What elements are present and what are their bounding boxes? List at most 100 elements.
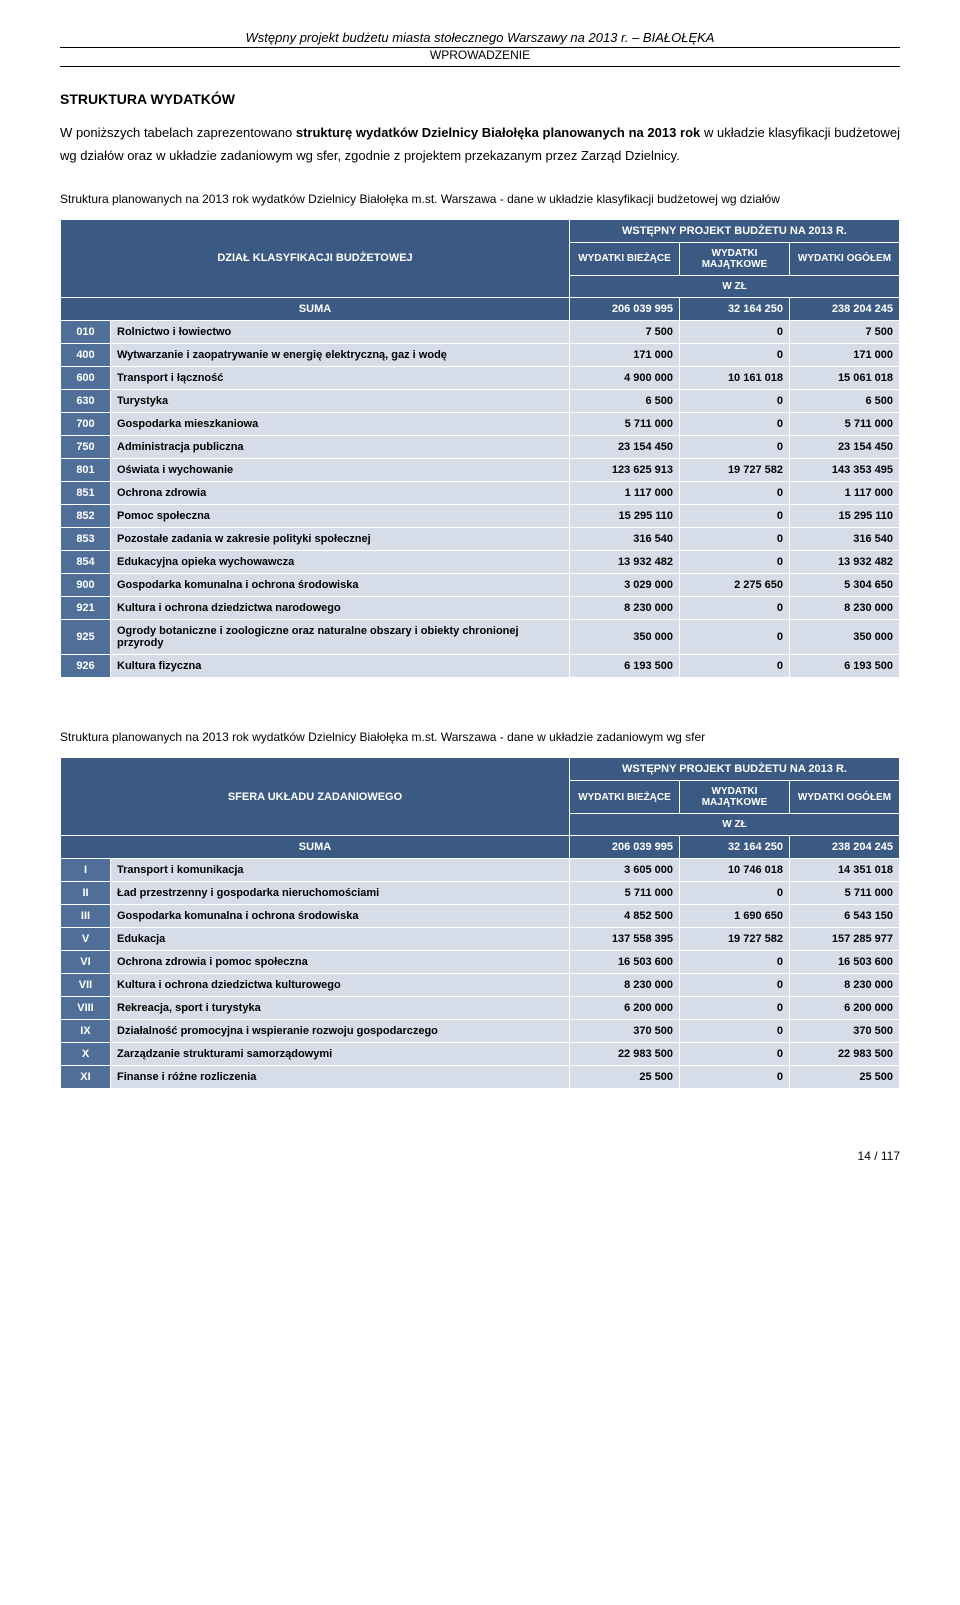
t1-value: 1 117 000: [570, 481, 680, 504]
t2-value: 22 983 500: [570, 1043, 680, 1066]
t2-value: 0: [680, 974, 790, 997]
table-row: VIOchrona zdrowia i pomoc społeczna16 50…: [61, 951, 900, 974]
t1-code: 852: [61, 504, 111, 527]
t1-value: 5 711 000: [790, 412, 900, 435]
t2-value: 0: [680, 997, 790, 1020]
t1-value: 0: [680, 654, 790, 677]
t1-value: 19 727 582: [680, 458, 790, 481]
t2-value: 137 558 395: [570, 928, 680, 951]
t1-top-header: WSTĘPNY PROJEKT BUDŻETU NA 2013 R.: [570, 219, 900, 242]
table-row: IIŁad przestrzenny i gospodarka nierucho…: [61, 882, 900, 905]
table-row: 010Rolnictwo i łowiectwo7 50007 500: [61, 320, 900, 343]
table-row: VIIKultura i ochrona dziedzictwa kulturo…: [61, 974, 900, 997]
t1-label: Pozostałe zadania w zakresie polityki sp…: [111, 527, 570, 550]
t1-value: 6 193 500: [570, 654, 680, 677]
t1-label: Edukacyjna opieka wychowawcza: [111, 550, 570, 573]
t1-value: 1 117 000: [790, 481, 900, 504]
t2-sum-0: 206 039 995: [570, 836, 680, 859]
t1-value: 6 193 500: [790, 654, 900, 677]
t1-value: 123 625 913: [570, 458, 680, 481]
t1-value: 0: [680, 389, 790, 412]
t1-value: 8 230 000: [570, 596, 680, 619]
t1-label: Ogrody botaniczne i zoologiczne oraz nat…: [111, 619, 570, 654]
t2-code: VII: [61, 974, 111, 997]
t1-unit: W ZŁ: [570, 275, 900, 297]
t2-value: 3 605 000: [570, 859, 680, 882]
table2-caption: Struktura planowanych na 2013 rok wydatk…: [60, 728, 900, 747]
t1-value: 0: [680, 412, 790, 435]
table-row: 853Pozostałe zadania w zakresie polityki…: [61, 527, 900, 550]
t1-code: 400: [61, 343, 111, 366]
table-row: 750Administracja publiczna23 154 450023 …: [61, 435, 900, 458]
t2-unit: W ZŁ: [570, 814, 900, 836]
t1-code: 630: [61, 389, 111, 412]
t1-label: Administracja publiczna: [111, 435, 570, 458]
t1-code: 921: [61, 596, 111, 619]
t1-value: 5 304 650: [790, 573, 900, 596]
t2-value: 8 230 000: [790, 974, 900, 997]
t1-value: 171 000: [790, 343, 900, 366]
t1-col2: WYDATKI MAJĄTKOWE: [680, 242, 790, 275]
page-number: 14 / 117: [60, 1149, 900, 1163]
t2-label: Edukacja: [111, 928, 570, 951]
t1-label: Wytwarzanie i zaopatrywanie w energię el…: [111, 343, 570, 366]
t1-label: Ochrona zdrowia: [111, 481, 570, 504]
t2-label: Ład przestrzenny i gospodarka nieruchomo…: [111, 882, 570, 905]
t2-label: Ochrona zdrowia i pomoc społeczna: [111, 951, 570, 974]
t1-sum-1: 32 164 250: [680, 297, 790, 320]
t1-label: Pomoc społeczna: [111, 504, 570, 527]
t1-value: 15 295 110: [790, 504, 900, 527]
t2-value: 0: [680, 1043, 790, 1066]
t1-value: 143 353 495: [790, 458, 900, 481]
table1-caption: Struktura planowanych na 2013 rok wydatk…: [60, 190, 900, 209]
t1-value: 6 500: [570, 389, 680, 412]
t1-value: 350 000: [790, 619, 900, 654]
t2-value: 4 852 500: [570, 905, 680, 928]
t1-value: 8 230 000: [790, 596, 900, 619]
t1-value: 0: [680, 435, 790, 458]
t2-value: 8 230 000: [570, 974, 680, 997]
t2-value: 6 200 000: [790, 997, 900, 1020]
t1-value: 7 500: [790, 320, 900, 343]
t1-label: Rolnictwo i łowiectwo: [111, 320, 570, 343]
t1-value: 23 154 450: [790, 435, 900, 458]
t1-label: Kultura fizyczna: [111, 654, 570, 677]
t1-code: 900: [61, 573, 111, 596]
t2-value: 16 503 600: [790, 951, 900, 974]
t2-label: Działalność promocyjna i wspieranie rozw…: [111, 1020, 570, 1043]
t1-value: 23 154 450: [570, 435, 680, 458]
table-row: 851Ochrona zdrowia1 117 00001 117 000: [61, 481, 900, 504]
t1-value: 7 500: [570, 320, 680, 343]
t2-label: Rekreacja, sport i turystyka: [111, 997, 570, 1020]
table-row: VIIIRekreacja, sport i turystyka6 200 00…: [61, 997, 900, 1020]
t1-value: 171 000: [570, 343, 680, 366]
t1-label: Oświata i wychowanie: [111, 458, 570, 481]
t2-code: V: [61, 928, 111, 951]
t2-value: 22 983 500: [790, 1043, 900, 1066]
t2-value: 25 500: [570, 1066, 680, 1089]
table-row: 600Transport i łączność4 900 00010 161 0…: [61, 366, 900, 389]
t1-value: 10 161 018: [680, 366, 790, 389]
t1-value: 0: [680, 481, 790, 504]
t1-sum-label: SUMA: [61, 297, 570, 320]
t1-value: 0: [680, 550, 790, 573]
t2-code: X: [61, 1043, 111, 1066]
t2-col2: WYDATKI MAJĄTKOWE: [680, 781, 790, 814]
t1-code: 925: [61, 619, 111, 654]
t2-value: 0: [680, 1020, 790, 1043]
table-row: IXDziałalność promocyjna i wspieranie ro…: [61, 1020, 900, 1043]
t2-value: 14 351 018: [790, 859, 900, 882]
budget-table-by-sphere: SFERA UKŁADU ZADANIOWEGO WSTĘPNY PROJEKT…: [60, 757, 900, 1089]
t2-label: Zarządzanie strukturami samorządowymi: [111, 1043, 570, 1066]
t2-value: 157 285 977: [790, 928, 900, 951]
table-row: 801Oświata i wychowanie123 625 91319 727…: [61, 458, 900, 481]
t1-code: 851: [61, 481, 111, 504]
t2-value: 5 711 000: [570, 882, 680, 905]
t1-value: 0: [680, 343, 790, 366]
t1-sum-0: 206 039 995: [570, 297, 680, 320]
t1-code: 600: [61, 366, 111, 389]
t2-col3: WYDATKI OGÓŁEM: [790, 781, 900, 814]
t1-code: 854: [61, 550, 111, 573]
t1-value: 350 000: [570, 619, 680, 654]
t1-value: 2 275 650: [680, 573, 790, 596]
